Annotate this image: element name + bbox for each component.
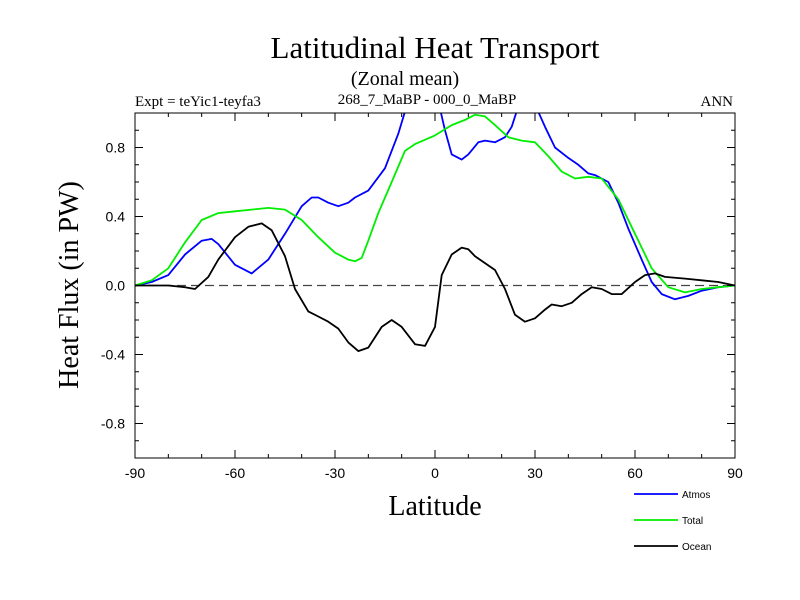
series-line-total xyxy=(135,113,735,294)
y-tick-label: -0.4 xyxy=(101,347,125,363)
series-line-atmos xyxy=(135,113,735,301)
legend: Atmos Total Ocean xyxy=(634,490,711,553)
legend-label-atmos: Atmos xyxy=(682,490,710,501)
chart-subtitle: (Zonal mean) xyxy=(351,68,459,90)
x-tick-label: -60 xyxy=(225,465,245,481)
period-label: 268_7_MaBP - 000_0_MaBP xyxy=(338,92,517,108)
y-axis-label: Heat Flux (in PW) xyxy=(54,181,85,389)
experiment-label: Expt = teYic1-teyfa3 xyxy=(135,94,261,110)
x-tick-label: -90 xyxy=(125,465,145,481)
legend-label-total: Total xyxy=(682,516,703,527)
x-axis-label: Latitude xyxy=(388,491,481,522)
y-tick-label: 0.8 xyxy=(106,140,126,156)
series-lines xyxy=(135,113,735,352)
chart-title: Latitudinal Heat Transport xyxy=(271,30,600,65)
x-tick-label: 30 xyxy=(527,465,543,481)
series-line-ocean xyxy=(135,222,735,352)
x-tick-label: 90 xyxy=(727,465,743,481)
y-tick-label: 0.4 xyxy=(106,209,126,225)
x-tick-label: -30 xyxy=(325,465,345,481)
x-tick-label: 60 xyxy=(627,465,643,481)
x-axis: -90 -60 -30 0 30 60 90 xyxy=(125,113,743,481)
x-tick-label: 0 xyxy=(431,465,439,481)
season-label: ANN xyxy=(701,94,734,110)
y-axis: -0.8 -0.4 0.0 0.4 0.8 xyxy=(101,112,735,459)
y-tick-label: -0.8 xyxy=(101,416,125,432)
legend-label-ocean: Ocean xyxy=(682,542,711,553)
y-tick-label: 0.0 xyxy=(106,278,126,294)
